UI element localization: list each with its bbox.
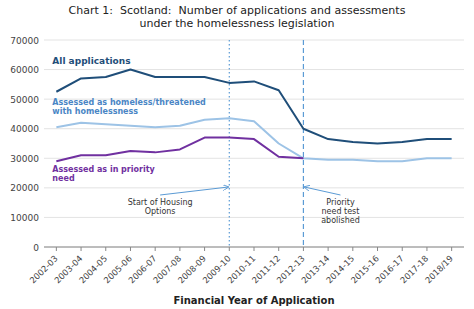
y-tick-label: 50000	[10, 95, 39, 105]
x-tick	[278, 247, 279, 251]
y-tick-label: 0	[33, 243, 39, 253]
grid-line	[44, 40, 464, 41]
x-tick	[229, 247, 230, 251]
x-tick	[204, 247, 205, 251]
grid-line	[44, 187, 464, 188]
annotation-line	[229, 40, 230, 247]
x-tick	[303, 247, 304, 251]
grid-line	[44, 128, 464, 129]
y-tick-label: 20000	[10, 183, 39, 193]
series-line	[56, 118, 451, 161]
x-tick	[402, 247, 403, 251]
y-tick-label: 10000	[10, 213, 39, 223]
x-tick	[105, 247, 106, 251]
x-tick-label: 2018/19	[423, 253, 455, 285]
title: Chart 1: Scotland: Number of application…	[69, 4, 406, 30]
grid-line	[44, 69, 464, 70]
annotation-arrow	[160, 187, 228, 195]
y-tick-label: 70000	[10, 36, 39, 46]
annotation-text: Priorityneed testabolished	[321, 198, 360, 225]
x-tick	[451, 247, 452, 251]
y-tick-label: 30000	[10, 154, 39, 164]
x-tick	[130, 247, 131, 251]
x-tick	[155, 247, 156, 251]
x-axis-label: Financial Year of Application	[173, 295, 334, 306]
series-label: Assessed as in priorityneed	[52, 165, 155, 183]
y-tick-label: 40000	[10, 124, 39, 134]
annotation-line	[303, 40, 304, 247]
annotation-text: Start of HousingOptions	[128, 198, 193, 216]
series-label: Assessed as homeless/threatenedwith home…	[52, 98, 206, 116]
x-tick	[81, 247, 82, 251]
annotation-arrow	[304, 187, 340, 195]
x-tick	[56, 247, 57, 251]
plot-area	[56, 40, 451, 247]
x-tick	[352, 247, 353, 251]
x-tick	[254, 247, 255, 251]
x-tick	[426, 247, 427, 251]
x-tick	[179, 247, 180, 251]
x-tick	[377, 247, 378, 251]
series-line	[56, 138, 303, 162]
x-tick	[328, 247, 329, 251]
series-label: All applications	[52, 56, 130, 66]
grid-line	[44, 217, 464, 218]
grid-line	[44, 158, 464, 159]
y-tick-label: 60000	[10, 65, 39, 75]
